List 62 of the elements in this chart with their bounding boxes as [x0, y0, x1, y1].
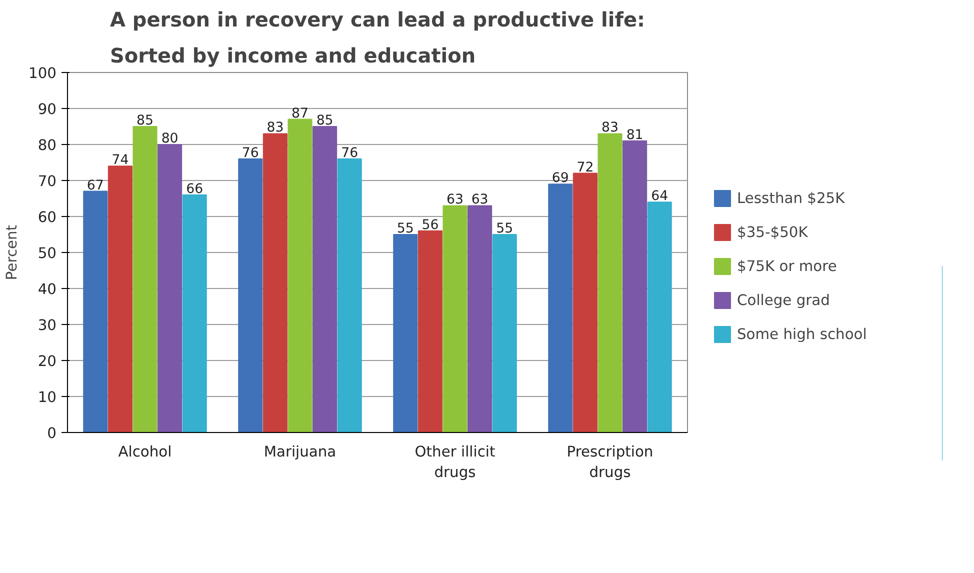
bar — [572, 172, 598, 432]
data-label: 80 — [161, 132, 178, 146]
y-tick-label: 40 — [38, 281, 57, 298]
data-label: 67 — [86, 178, 104, 194]
data-label: 64 — [651, 189, 668, 204]
x-tick-label: Other illicit drugs — [414, 444, 496, 481]
bar — [548, 184, 573, 432]
y-tick-label: 60 — [38, 209, 57, 226]
y-axis-title: Percent — [4, 224, 21, 280]
bar — [598, 133, 622, 432]
data-label: 55 — [496, 222, 514, 236]
bar — [468, 205, 492, 432]
bar — [262, 133, 288, 432]
y-tick-label: 70 — [38, 173, 57, 190]
y-tick-label: 80 — [38, 137, 57, 154]
bar — [492, 234, 517, 432]
data-label: 66 — [186, 182, 204, 197]
bar — [83, 190, 108, 432]
bar — [337, 158, 362, 432]
y-tick-label: 0 — [47, 425, 57, 442]
bar — [393, 234, 418, 432]
bar — [132, 126, 158, 432]
legend-label: $75K or more — [737, 258, 837, 274]
bar — [442, 205, 468, 432]
legend-label: $35-$50K — [737, 224, 808, 240]
chart-title: A person in recovery can lead a productive life: Sorted by income and education — [110, 8, 646, 68]
y-tick-label: 100 — [28, 65, 57, 82]
legend-label: College grad — [737, 292, 830, 308]
data-label: 55 — [396, 222, 414, 236]
data-label: 63 — [471, 192, 488, 208]
data-label: 76 — [242, 146, 259, 161]
bar — [238, 158, 263, 432]
data-label: 56 — [422, 218, 439, 233]
y-tick-label: 90 — [38, 101, 57, 118]
data-label: 69 — [552, 171, 569, 186]
x-tick-label: Marijuana — [264, 444, 336, 460]
data-label: 72 — [576, 160, 594, 176]
legend-label: Some high school — [737, 326, 867, 342]
bar — [312, 126, 338, 432]
bar — [288, 118, 312, 432]
bar — [647, 202, 672, 432]
data-label: 87 — [292, 106, 308, 122]
y-tick-label: 10 — [38, 389, 57, 406]
bar — [622, 140, 648, 432]
data-label: 85 — [136, 114, 154, 128]
x-tick-label: Prescription drugs — [566, 444, 654, 481]
data-label: 81 — [626, 128, 644, 143]
bar — [182, 194, 207, 432]
legend-label: Lessthan $25K — [737, 190, 845, 206]
y-tick-label: 30 — [38, 317, 57, 334]
y-tick-label: 20 — [38, 353, 57, 370]
data-label: 63 — [446, 192, 464, 208]
y-tick-label: 50 — [38, 245, 57, 262]
data-label: 74 — [112, 153, 129, 168]
data-label: 83 — [266, 120, 284, 136]
bar — [418, 230, 442, 432]
data-label: 76 — [341, 146, 358, 161]
bar — [158, 144, 182, 432]
x-tick-label: Alcohol — [118, 444, 172, 460]
data-label: 83 — [602, 120, 618, 136]
data-label: 85 — [316, 114, 334, 128]
bar — [108, 166, 132, 432]
